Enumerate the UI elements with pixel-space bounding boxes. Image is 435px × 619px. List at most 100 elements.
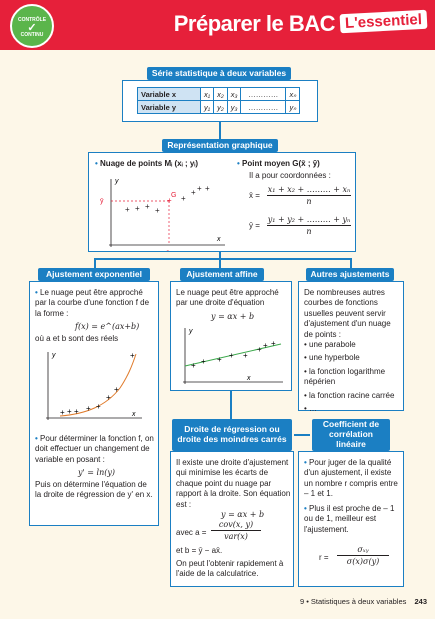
expo-plot: x y + + + + + + + + <box>46 351 142 420</box>
page-number: 243 <box>414 597 427 606</box>
serie-heading: Série statistique à deux variables <box>147 67 291 80</box>
autres-p1: De nombreuses autres courbes de fonction… <box>304 288 391 339</box>
point: + <box>229 351 234 360</box>
coef-r-label: r = <box>319 553 329 562</box>
list-item: • une parabole <box>304 340 356 349</box>
ybar-tick: ȳ <box>100 198 104 205</box>
point: + <box>145 202 150 211</box>
connector <box>350 258 352 268</box>
affine-p1: Le nuage peut être approché par une droi… <box>176 288 279 308</box>
axis-x-label: x <box>216 236 221 243</box>
cell: y₁ <box>199 100 215 114</box>
connector <box>94 258 351 260</box>
expo-p3: • Pour déterminer la fonction f, on doit… <box>35 434 154 464</box>
ybar-denominator: n <box>306 227 312 236</box>
connector <box>294 434 310 436</box>
moyen-text: Il a pour coordonnées : <box>249 171 331 180</box>
cell: ………… <box>240 100 287 114</box>
cov-numerator: cov(x, y) <box>211 520 261 532</box>
coef-numerator: σₓᵧ <box>337 545 389 557</box>
cell: y₃ <box>226 100 242 114</box>
droite-box: Il existe une droite d'ajustement qui mi… <box>170 451 294 587</box>
expo-p1: • Le nuage peut être approché par la cou… <box>35 288 150 318</box>
variables-table: Variable x x₁ x₂ x₃ ………… xₙ Variable y y… <box>137 87 301 114</box>
serie-box: Variable x x₁ x₂ x₃ ………… xₙ Variable y y… <box>122 80 318 122</box>
footer: 9 • Statistiques à deux variables 243 <box>300 597 427 606</box>
affine-heading: Ajustement affine <box>180 268 264 281</box>
connector <box>219 252 221 268</box>
point: + <box>167 196 172 205</box>
cell: x₃ <box>226 87 242 101</box>
table-row: Variable x x₁ x₂ x₃ ………… xₙ <box>137 87 301 101</box>
point: + <box>155 206 160 215</box>
list-item: • la fonction logarithme népérien <box>304 366 386 387</box>
badge-bottom-text: CONTINU <box>20 32 44 38</box>
point: + <box>135 204 140 213</box>
xbar-denominator: n <box>306 197 312 206</box>
cell: ………… <box>240 87 287 101</box>
var-denominator: var(x) <box>224 532 248 541</box>
autres-box: De nombreuses autres courbes de fonction… <box>298 281 404 414</box>
point: + <box>271 339 276 348</box>
droite-p1: Il existe une droite d'ajustement qui mi… <box>176 458 291 509</box>
g-label: G <box>171 192 176 199</box>
point: + <box>217 355 222 364</box>
cell: x₂ <box>213 87 228 101</box>
expo-formula: f(x) = e^(ax+b) <box>75 322 140 331</box>
point: + <box>201 357 206 366</box>
expo-box: • Le nuage peut être approché par la cou… <box>29 281 159 526</box>
point: + <box>243 351 248 360</box>
list-item: • … <box>304 403 318 413</box>
autres-list: • une parabole • une hyperbole • la fonc… <box>304 340 402 414</box>
axis-y-label: y <box>51 352 56 359</box>
ybar-eq-label: ȳ = <box>249 221 260 230</box>
xbar-numerator: x₁ + x₂ + ……… + xₙ <box>267 185 351 197</box>
droite-heading: Droite de régression ou droite des moind… <box>172 419 292 451</box>
point: + <box>74 407 79 416</box>
coef-box: • Pour juger de la qualité d'un ajusteme… <box>298 451 404 587</box>
droite-b-eq: et b = ȳ − ax̄. <box>176 546 223 555</box>
expo-heading: Ajustement exponentiel <box>38 268 150 281</box>
representation-heading: Représentation graphique <box>162 139 278 152</box>
droite-avec: avec a = <box>176 528 207 537</box>
badge-top-text: CONTRÔLE <box>17 17 47 23</box>
point: + <box>191 188 196 197</box>
table-row: Variable y y₁ y₂ y₃ ………… yₙ <box>137 100 301 114</box>
ybar-numerator: y₁ + y₂ + ……… + yₙ <box>267 215 351 227</box>
nuage-plot: x y ȳ x̄ G + + + + + + + + + <box>100 178 225 251</box>
axis-x-label: x <box>131 411 136 418</box>
point: + <box>257 345 262 354</box>
point: + <box>125 205 130 214</box>
affine-box: Le nuage peut être approché par une droi… <box>170 281 292 391</box>
check-icon: ✓ <box>27 22 37 34</box>
connector <box>94 258 96 268</box>
xbar-eq-label: x̄ = <box>249 191 260 200</box>
cell: xₙ <box>285 87 301 101</box>
page-title: Préparer le BAC <box>173 11 336 36</box>
expo-p2: où a et b sont des réels <box>35 334 119 343</box>
point: + <box>67 407 72 416</box>
point: + <box>197 184 202 193</box>
point: + <box>114 385 119 394</box>
point: + <box>191 361 196 370</box>
point: + <box>86 404 91 413</box>
connector <box>230 391 232 419</box>
point: + <box>106 393 111 402</box>
connector <box>219 122 221 139</box>
expo-p4: Puis on détermine l'équation de la droit… <box>35 480 153 500</box>
point: + <box>130 351 135 360</box>
autres-heading: Autres ajustements <box>306 268 394 281</box>
axis-y-label: y <box>114 178 119 185</box>
variable-x-label: Variable x <box>137 87 201 101</box>
affine-plot: x y + + + + + + + + <box>183 328 283 384</box>
cell: x₁ <box>199 87 215 101</box>
variable-y-label: Variable y <box>137 100 201 114</box>
coef-denominator: σ(x)σ(y) <box>346 557 380 566</box>
list-item: • une hyperbole <box>304 353 360 363</box>
point: + <box>181 194 186 203</box>
droite-formula: y = αx + b <box>221 510 265 519</box>
points-group: + + + + + + + + + <box>125 184 210 215</box>
cell: y₂ <box>213 100 228 114</box>
coef-p2: • Plus il est proche de – 1 ou de 1, mei… <box>304 504 395 534</box>
axis-y-label: y <box>188 328 193 335</box>
